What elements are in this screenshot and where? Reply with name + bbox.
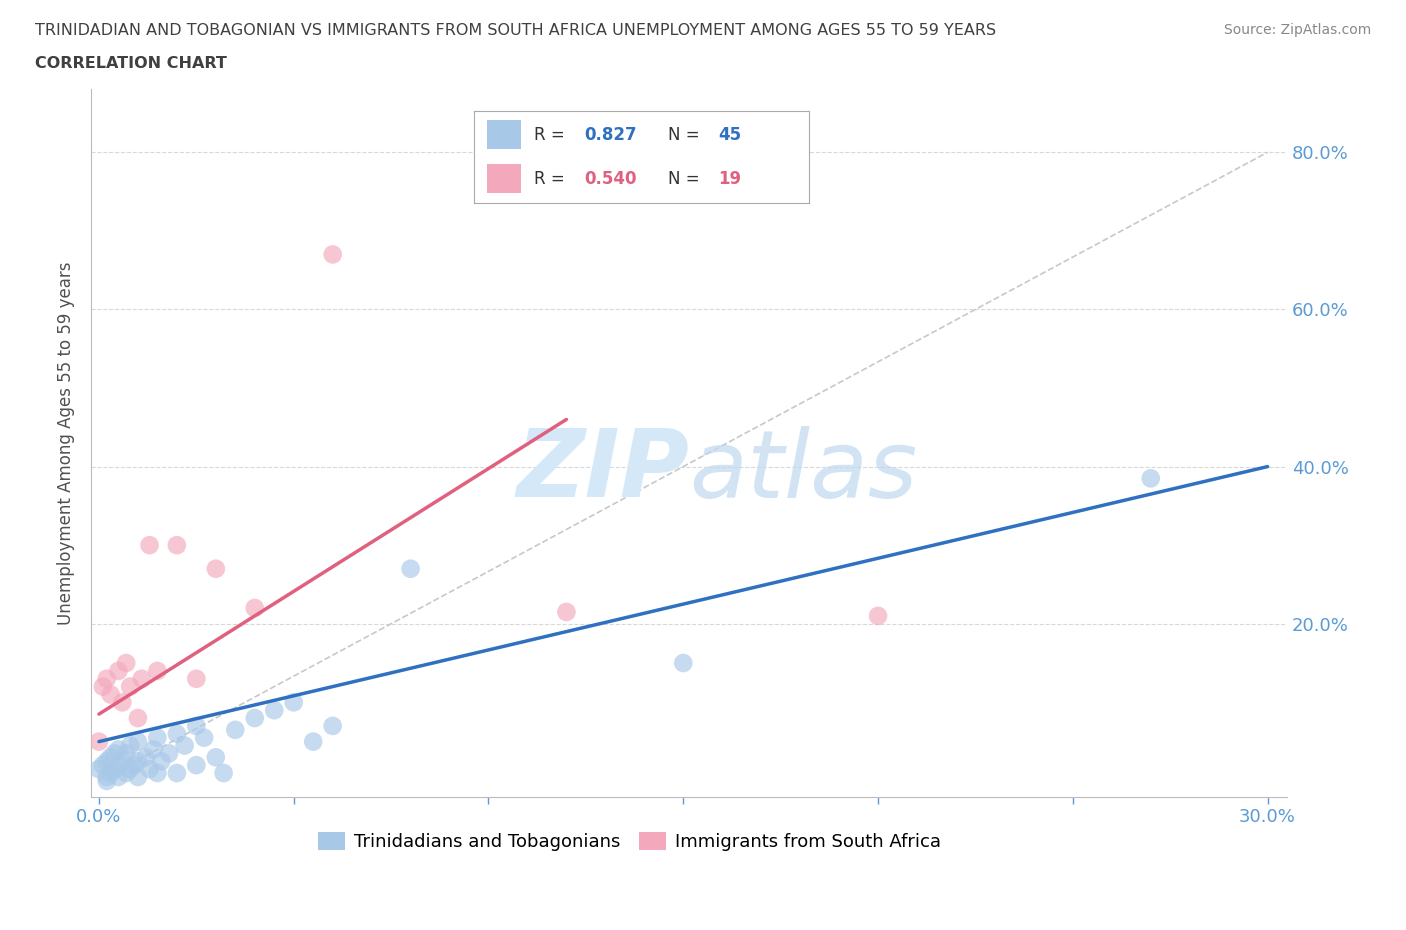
Point	[127, 734, 149, 749]
Point	[87, 762, 110, 777]
Point	[186, 758, 208, 773]
Point	[1139, 471, 1161, 485]
Point	[399, 562, 422, 577]
Text: CORRELATION CHART: CORRELATION CHART	[35, 56, 226, 71]
Point	[135, 750, 157, 764]
Y-axis label: Unemployment Among Ages 55 to 59 years: Unemployment Among Ages 55 to 59 years	[58, 261, 75, 625]
Point	[166, 765, 188, 780]
Point	[120, 738, 142, 753]
Point	[204, 750, 226, 764]
Point	[263, 703, 285, 718]
Point	[115, 656, 138, 671]
Point	[146, 730, 169, 745]
Point	[868, 608, 890, 623]
Point	[100, 687, 122, 702]
Point	[142, 742, 165, 757]
Point	[87, 734, 110, 749]
Point	[186, 719, 208, 734]
Point	[166, 538, 188, 552]
Point	[138, 538, 160, 552]
Point	[186, 671, 208, 686]
Point	[111, 754, 134, 769]
Point	[322, 719, 344, 734]
Legend: Trinidadians and Tobagonians, Immigrants from South Africa: Trinidadians and Tobagonians, Immigrants…	[311, 825, 948, 858]
Text: ZIP: ZIP	[516, 425, 689, 517]
Point	[166, 726, 188, 741]
Point	[103, 762, 125, 777]
Point	[107, 769, 129, 784]
Point	[120, 679, 142, 694]
Text: atlas: atlas	[689, 426, 917, 517]
Point	[204, 562, 226, 577]
Point	[91, 679, 114, 694]
Point	[146, 765, 169, 780]
Point	[127, 711, 149, 725]
Point	[103, 746, 125, 761]
Point	[157, 746, 180, 761]
Point	[243, 711, 266, 725]
Point	[127, 754, 149, 769]
Point	[107, 663, 129, 678]
Point	[107, 742, 129, 757]
Point	[122, 758, 145, 773]
Point	[91, 758, 114, 773]
Point	[138, 762, 160, 777]
Point	[212, 765, 235, 780]
Point	[322, 247, 344, 262]
Point	[243, 601, 266, 616]
Point	[283, 695, 305, 710]
Point	[555, 604, 578, 619]
Point	[302, 734, 325, 749]
Point	[96, 671, 118, 686]
Point	[100, 765, 122, 780]
Point	[224, 723, 246, 737]
Point	[96, 754, 118, 769]
Point	[111, 695, 134, 710]
Point	[96, 769, 118, 784]
Point	[96, 774, 118, 789]
Point	[127, 769, 149, 784]
Text: TRINIDADIAN AND TOBAGONIAN VS IMMIGRANTS FROM SOUTH AFRICA UNEMPLOYMENT AMONG AG: TRINIDADIAN AND TOBAGONIAN VS IMMIGRANTS…	[35, 23, 997, 38]
Point	[146, 663, 169, 678]
Point	[115, 746, 138, 761]
Point	[115, 765, 138, 780]
Point	[150, 754, 173, 769]
Point	[107, 758, 129, 773]
Point	[193, 730, 215, 745]
Point	[120, 762, 142, 777]
Point	[131, 671, 153, 686]
Text: Source: ZipAtlas.com: Source: ZipAtlas.com	[1223, 23, 1371, 37]
Point	[100, 750, 122, 764]
Point	[672, 656, 695, 671]
Point	[173, 738, 195, 753]
